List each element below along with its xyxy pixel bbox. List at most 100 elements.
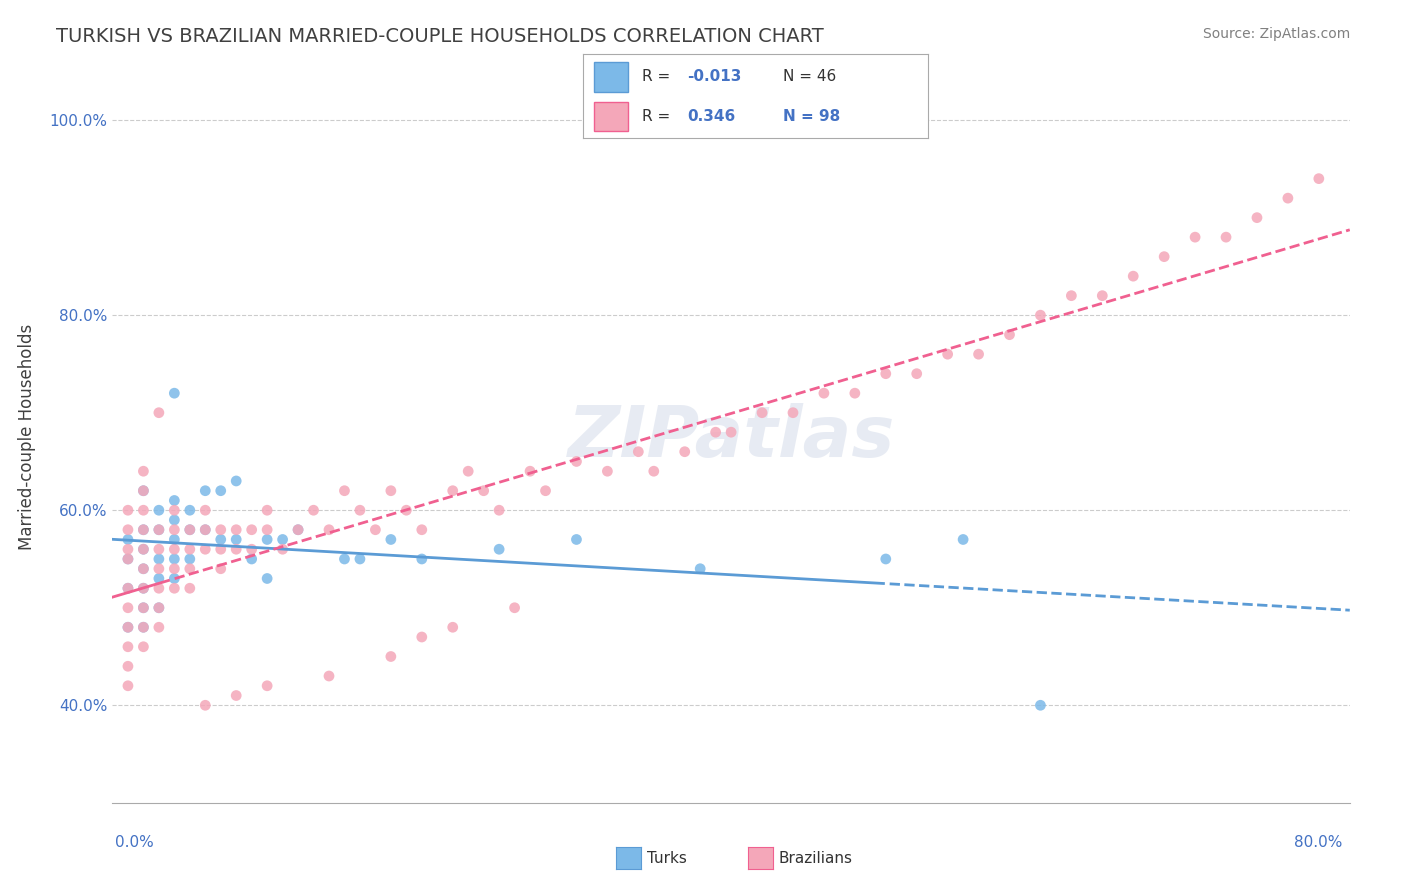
Point: [318, 669, 340, 683]
Point: [225, 474, 247, 488]
Point: [364, 523, 387, 537]
Point: [117, 620, 139, 634]
Point: [132, 542, 155, 557]
Point: [117, 679, 139, 693]
Text: TURKISH VS BRAZILIAN MARRIED-COUPLE HOUSEHOLDS CORRELATION CHART: TURKISH VS BRAZILIAN MARRIED-COUPLE HOUS…: [56, 27, 824, 45]
Point: [256, 533, 278, 547]
Point: [179, 523, 201, 537]
Text: N = 98: N = 98: [783, 109, 841, 124]
Point: [117, 552, 139, 566]
Point: [132, 620, 155, 634]
Point: [395, 503, 418, 517]
Point: [179, 552, 201, 566]
Point: [132, 483, 155, 498]
Point: [117, 503, 139, 517]
Point: [132, 600, 155, 615]
Point: [132, 503, 155, 517]
Point: [1029, 308, 1052, 322]
Point: [132, 483, 155, 498]
Text: N = 46: N = 46: [783, 69, 837, 84]
Point: [302, 503, 325, 517]
Point: [256, 503, 278, 517]
Point: [333, 552, 356, 566]
Point: [209, 542, 232, 557]
Point: [163, 523, 186, 537]
Point: [782, 406, 804, 420]
Point: [179, 542, 201, 557]
Point: [194, 523, 217, 537]
Point: [117, 659, 139, 673]
Point: [488, 542, 510, 557]
Point: [689, 562, 711, 576]
Point: [194, 523, 217, 537]
Point: [225, 533, 247, 547]
Text: Turks: Turks: [647, 851, 686, 865]
Point: [148, 600, 170, 615]
Point: [163, 572, 186, 586]
Point: [1091, 288, 1114, 302]
Point: [148, 600, 170, 615]
Point: [751, 406, 773, 420]
Point: [240, 542, 263, 557]
Point: [936, 347, 959, 361]
Point: [1122, 269, 1144, 284]
Point: [117, 620, 139, 634]
Point: [380, 533, 402, 547]
Point: [179, 523, 201, 537]
Point: [163, 513, 186, 527]
Point: [905, 367, 928, 381]
Point: [952, 533, 974, 547]
Point: [318, 523, 340, 537]
Point: [132, 562, 155, 576]
Point: [1184, 230, 1206, 244]
Point: [441, 620, 464, 634]
Point: [163, 386, 186, 401]
Point: [117, 542, 139, 557]
Point: [179, 562, 201, 576]
Point: [132, 581, 155, 595]
Point: [209, 533, 232, 547]
Point: [333, 483, 356, 498]
Point: [813, 386, 835, 401]
FancyBboxPatch shape: [593, 102, 628, 131]
Point: [225, 523, 247, 537]
Point: [967, 347, 990, 361]
Point: [148, 503, 170, 517]
Text: Source: ZipAtlas.com: Source: ZipAtlas.com: [1202, 27, 1350, 41]
Point: [132, 581, 155, 595]
Point: [875, 367, 897, 381]
Point: [844, 386, 866, 401]
Point: [256, 523, 278, 537]
Point: [194, 483, 217, 498]
Point: [380, 483, 402, 498]
Point: [225, 689, 247, 703]
Point: [457, 464, 479, 478]
Point: [256, 572, 278, 586]
FancyBboxPatch shape: [593, 62, 628, 92]
Point: [163, 503, 186, 517]
Point: [287, 523, 309, 537]
Point: [1153, 250, 1175, 264]
Point: [287, 523, 309, 537]
Point: [163, 493, 186, 508]
Point: [209, 523, 232, 537]
Y-axis label: Married-couple Households: Married-couple Households: [18, 324, 35, 550]
Point: [1215, 230, 1237, 244]
Point: [148, 620, 170, 634]
Point: [643, 464, 665, 478]
Point: [349, 552, 371, 566]
Point: [148, 523, 170, 537]
Point: [209, 562, 232, 576]
Point: [1308, 171, 1330, 186]
Point: [673, 444, 696, 458]
Point: [411, 523, 433, 537]
Point: [117, 600, 139, 615]
Point: [179, 503, 201, 517]
Point: [1246, 211, 1268, 225]
Point: [148, 542, 170, 557]
Text: ZIPatlas: ZIPatlas: [568, 402, 894, 472]
Point: [117, 640, 139, 654]
Point: [441, 483, 464, 498]
Point: [148, 523, 170, 537]
Point: [117, 533, 139, 547]
